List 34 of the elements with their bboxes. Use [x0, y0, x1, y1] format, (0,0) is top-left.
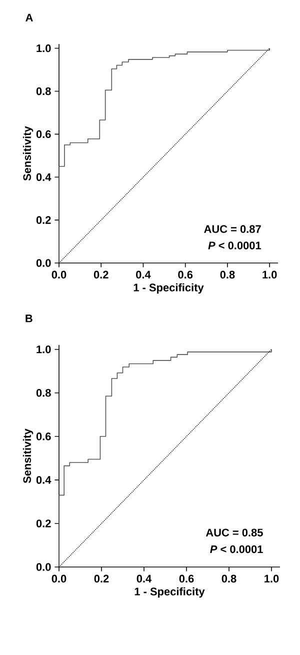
x-tick-label: 1.0	[264, 574, 279, 583]
chart-title: A	[26, 14, 33, 22]
x-tick-label: 0.2	[94, 270, 108, 279]
y-tick-label: 0.8	[36, 87, 51, 96]
y-tick-label: 0.8	[36, 389, 51, 397]
y-tick-label: 0.0	[36, 259, 51, 267]
x-axis-title: 1 - Specificity	[134, 283, 204, 294]
x-tick-label: 0.8	[220, 270, 235, 279]
y-tick-label: 0.0	[36, 563, 51, 571]
x-tick-label: 0.6	[179, 574, 194, 583]
x-tick-label: 0.2	[94, 574, 109, 583]
x-tick-label: 1.0	[262, 270, 277, 279]
y-tick-label: 1.0	[36, 44, 51, 52]
annotation: AUC = 0.87	[204, 225, 261, 233]
y-tick-label: 0.6	[36, 130, 51, 138]
y-axis-title: Sensitivity	[22, 428, 34, 484]
y-tick-label: 0.6	[36, 432, 51, 440]
x-tick-label: 0.4	[136, 270, 151, 279]
y-tick-label: 0.2	[36, 216, 51, 224]
annotation: P < 0.0001	[208, 242, 262, 250]
y-tick-label: 0.2	[36, 520, 51, 528]
annotation: P < 0.0001	[210, 545, 263, 554]
y-tick-label: 1.0	[36, 345, 51, 354]
x-tick-label: 0.6	[178, 270, 193, 279]
annotation: AUC = 0.85	[206, 528, 263, 536]
x-tick-label: 0.4	[136, 574, 152, 583]
x-tick-label: 0.8	[222, 574, 236, 583]
y-axis-title: Sensitivity	[22, 126, 34, 181]
chart-title: B	[26, 314, 32, 322]
y-tick-label: 0.4	[36, 476, 52, 484]
x-tick-label: 0.0	[52, 270, 66, 279]
x-axis-title: 1 - Specificity	[134, 587, 205, 598]
x-tick-label: 0.0	[52, 574, 66, 583]
y-tick-label: 0.4	[36, 173, 52, 181]
